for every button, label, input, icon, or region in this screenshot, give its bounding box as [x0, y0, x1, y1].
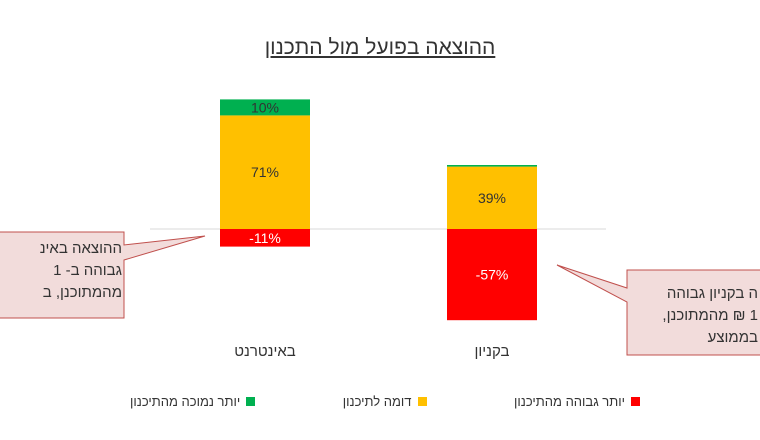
- legend-item-similar: דומה לתיכנון: [343, 394, 427, 409]
- callout-mall-shape: [556, 264, 760, 356]
- callout-internet-line-3: מהמתוכנן, ב: [42, 284, 122, 301]
- bar-internet-below-plan: [220, 99, 310, 116]
- bars-group: -11% 71% 10% -57% 39%: [220, 99, 537, 321]
- legend-swatch-below-icon: [246, 397, 256, 406]
- legend-item-below: יותר נמוכה מהתיכנון: [130, 394, 256, 409]
- bar-internet-above-plan: [220, 229, 310, 247]
- data-label-internet-similar: 71%: [251, 164, 279, 180]
- legend-label-below: יותר נמוכה מהתיכנון: [130, 394, 241, 409]
- data-label-mall-similar: 39%: [478, 190, 506, 206]
- callout-internet-shape: [0, 231, 206, 319]
- callout-mall-text: ה בקניון גבוהה 1 ₪ מהמתוכנן, בממוצע: [630, 283, 758, 349]
- callout-internet-line-2: גבוהה ב- 1: [53, 262, 122, 279]
- bar-mall-below-plan: [447, 165, 537, 167]
- data-label-internet-above-plan: -11%: [249, 230, 281, 246]
- chart-title: ההוצאה בפועל מול התכנון: [264, 36, 496, 59]
- data-label-mall-above-plan: -57%: [476, 267, 509, 283]
- legend-swatch-similar-icon: [417, 397, 427, 406]
- x-tick-mall: בקניון: [474, 343, 509, 360]
- bar-internet-similar: [220, 115, 310, 229]
- bar-mall-similar: [447, 166, 537, 229]
- legend-label-similar: דומה לתיכנון: [342, 394, 412, 409]
- callout-mall-line-3: בממוצע: [707, 329, 758, 346]
- callout-mall-line-1: ה בקניון גבוהה: [666, 285, 758, 302]
- x-tick-labels: באינטרנט בקניון: [234, 343, 509, 360]
- x-tick-internet: באינטרנט: [234, 343, 296, 360]
- legend-item-above: יותר גבוהה מהתיכנון: [514, 394, 640, 409]
- legend-swatch-above-icon: [631, 397, 640, 406]
- callout-mall-line-2: 1 ₪ מהמתוכנן,: [662, 307, 758, 324]
- legend-label-above: יותר גבוהה מהתיכנון: [514, 394, 625, 409]
- callout-internet-text: ההוצאה באינ גבוהה ב- 1 מהמתוכנן, ב: [0, 238, 122, 304]
- bar-mall-above-plan: [447, 229, 537, 321]
- data-label-internet-below-plan: 10%: [251, 99, 279, 115]
- callout-internet-line-1: ההוצאה באינ: [39, 240, 122, 257]
- legend: יותר גבוהה מהתיכנון דומה לתיכנון יותר נמ…: [130, 394, 640, 409]
